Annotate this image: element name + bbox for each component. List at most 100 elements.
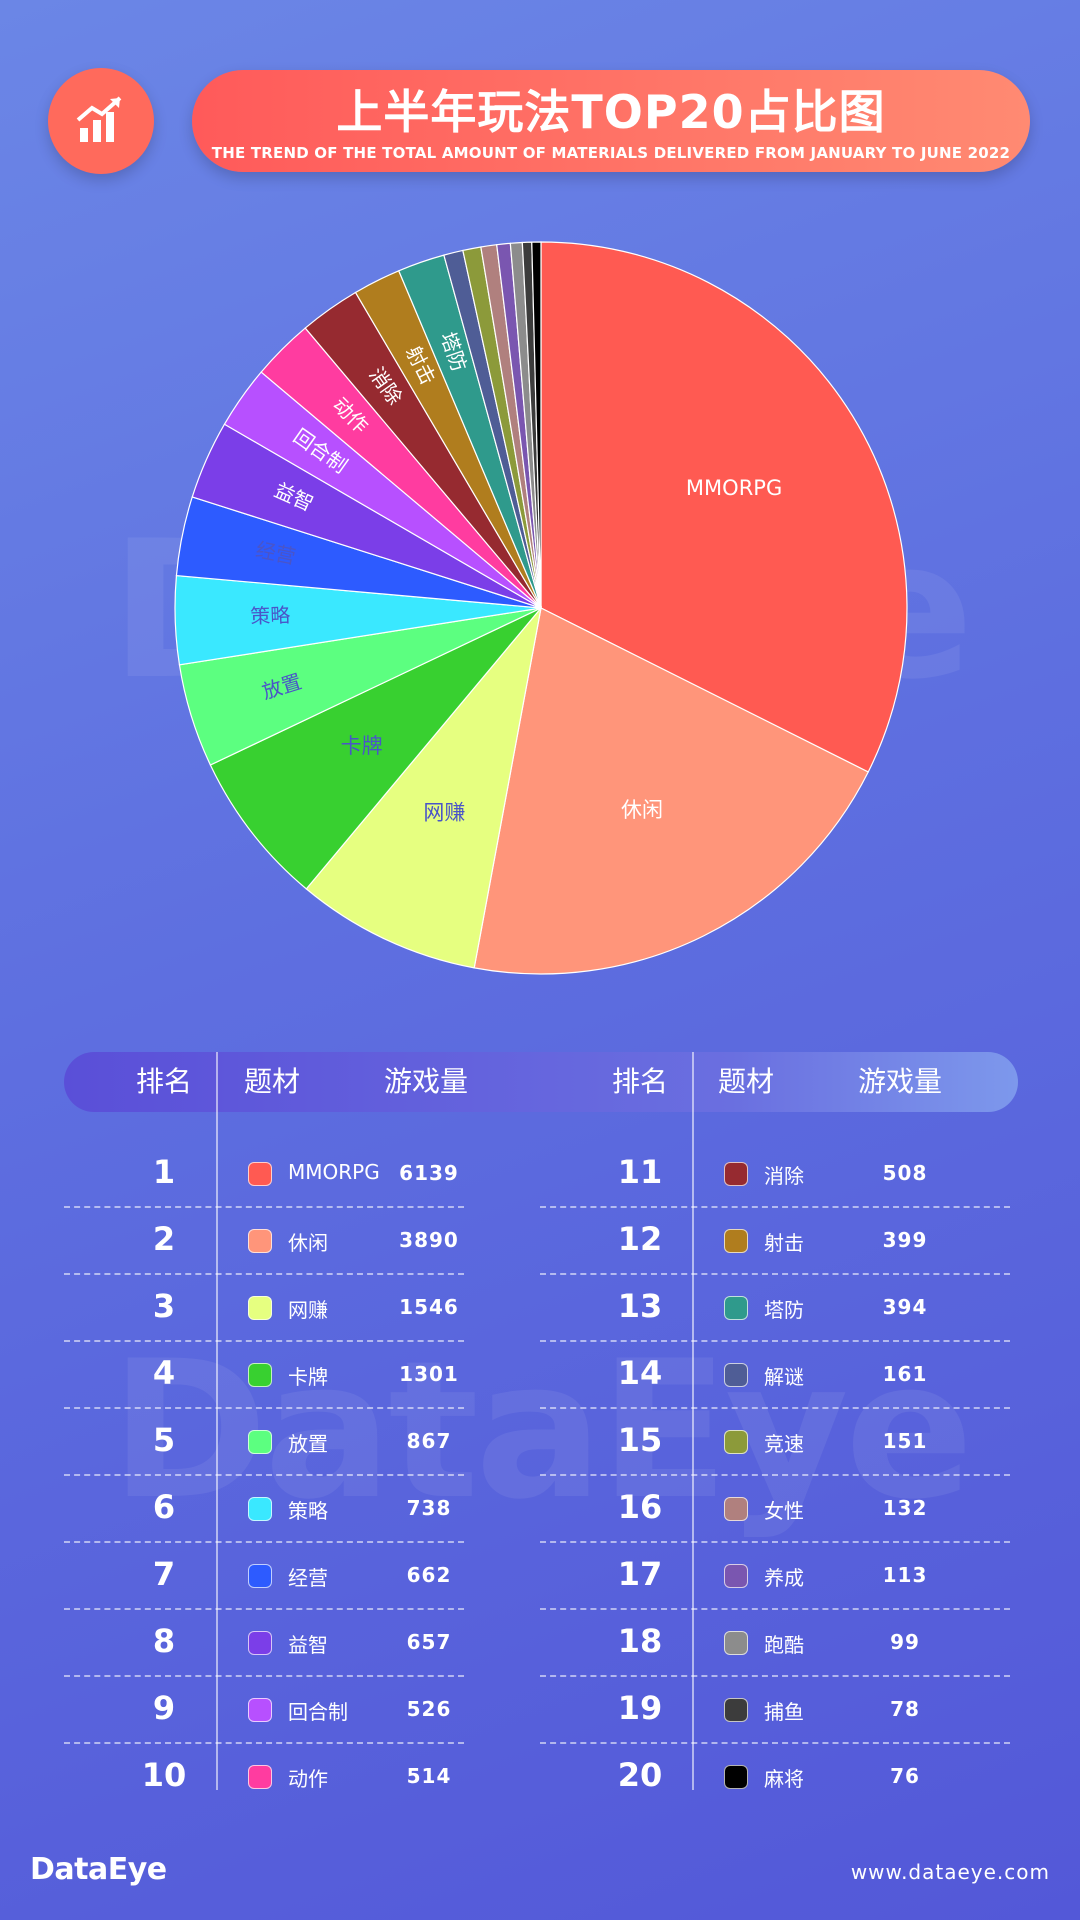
- row-rank: 11: [617, 1153, 663, 1191]
- row-name: 经营: [288, 1566, 328, 1590]
- row-rank: 14: [617, 1354, 663, 1392]
- row-swatch: [248, 1497, 272, 1521]
- row-name: 回合制: [288, 1700, 348, 1724]
- row-swatch: [724, 1631, 748, 1655]
- row-separator-left: [64, 1742, 464, 1744]
- row-rank: 9: [152, 1689, 176, 1727]
- row-rank: 12: [617, 1220, 663, 1258]
- row-swatch: [248, 1698, 272, 1722]
- row-separator-right: [540, 1340, 1010, 1342]
- row-rank: 3: [152, 1287, 176, 1325]
- page-subtitle: THE TREND OF THE TOTAL AMOUNT OF MATERIA…: [211, 144, 1011, 162]
- row-rank: 1: [152, 1153, 176, 1191]
- row-rank: 15: [617, 1421, 663, 1459]
- footer-url: www.dataeye.com: [850, 1860, 1050, 1884]
- th-genre-right: 题材: [718, 1065, 775, 1098]
- row-separator-right: [540, 1273, 1010, 1275]
- row-name: 网赚: [288, 1298, 328, 1322]
- row-rank: 6: [152, 1488, 176, 1526]
- row-swatch: [248, 1162, 272, 1186]
- row-swatch: [724, 1698, 748, 1722]
- row-name: 跑酷: [764, 1633, 804, 1657]
- row-swatch: [248, 1765, 272, 1789]
- table-divider-left: [216, 1052, 218, 1790]
- row-rank: 20: [617, 1756, 663, 1794]
- row-separator-left: [64, 1541, 464, 1543]
- row-separator-left: [64, 1273, 464, 1275]
- title-banner: 上半年玩法TOP20占比图 THE TREND OF THE TOTAL AMO…: [192, 70, 1030, 172]
- footer-logo: DataEye: [30, 1852, 167, 1887]
- row-swatch: [724, 1162, 748, 1186]
- row-name: 卡牌: [288, 1365, 328, 1389]
- row-swatch: [724, 1497, 748, 1521]
- pie-slice-4: [209, 607, 542, 890]
- row-separator-right: [540, 1608, 1010, 1610]
- row-separator-right: [540, 1742, 1010, 1744]
- th-count-left: 游戏量: [384, 1065, 469, 1098]
- th-rank-left: 排名: [136, 1065, 193, 1098]
- row-swatch: [248, 1564, 272, 1588]
- row-value: 1546: [399, 1295, 459, 1319]
- row-value: 1301: [399, 1362, 459, 1386]
- row-value: 526: [406, 1697, 452, 1721]
- row-name: 消除: [764, 1164, 804, 1188]
- row-value: 78: [890, 1697, 920, 1721]
- pie-slice-3: [305, 605, 543, 969]
- row-swatch: [724, 1765, 748, 1789]
- row-name: 放置: [288, 1432, 328, 1456]
- row-rank: 19: [617, 1689, 663, 1727]
- chart-growth-icon: [48, 68, 154, 174]
- row-value: 514: [406, 1764, 452, 1788]
- row-separator-right: [540, 1675, 1010, 1677]
- row-value: 662: [406, 1563, 452, 1587]
- row-separator-left: [64, 1206, 464, 1208]
- row-value: 508: [882, 1161, 928, 1185]
- row-value: 657: [406, 1630, 452, 1654]
- pie-label-6: 策略: [250, 603, 291, 628]
- th-count-right: 游戏量: [858, 1065, 943, 1098]
- row-rank: 2: [152, 1220, 176, 1258]
- row-name: 射击: [764, 1231, 804, 1255]
- pie-slice-20: [531, 241, 542, 609]
- row-rank: 7: [152, 1555, 176, 1593]
- row-value: 76: [890, 1764, 920, 1788]
- row-rank: 10: [141, 1756, 187, 1794]
- row-value: 99: [890, 1630, 920, 1654]
- row-value: 394: [882, 1295, 928, 1319]
- row-name: 动作: [288, 1767, 328, 1791]
- row-rank: 16: [617, 1488, 663, 1526]
- row-name: 休闲: [288, 1231, 328, 1255]
- page-title: 上半年玩法TOP20占比图: [336, 85, 886, 139]
- row-value: 399: [882, 1228, 928, 1252]
- row-value: 867: [406, 1429, 452, 1453]
- row-separator-right: [540, 1474, 1010, 1476]
- pie-label-3: 网赚: [423, 800, 465, 824]
- row-rank: 18: [617, 1622, 663, 1660]
- row-name: 解谜: [764, 1365, 804, 1389]
- row-name: 麻将: [764, 1767, 804, 1791]
- table-divider-right: [692, 1052, 694, 1790]
- row-separator-right: [540, 1541, 1010, 1543]
- row-rank: 5: [152, 1421, 176, 1459]
- th-rank-right: 排名: [612, 1065, 669, 1098]
- th-genre-left: 题材: [244, 1065, 301, 1098]
- pie-slice-2: [473, 607, 870, 975]
- row-name: 捕鱼: [764, 1700, 804, 1724]
- row-name: 女性: [764, 1499, 804, 1523]
- pie-slice-1: [540, 241, 908, 773]
- row-name: 塔防: [764, 1298, 804, 1322]
- row-swatch: [724, 1564, 748, 1588]
- row-separator-left: [64, 1608, 464, 1610]
- row-name: 益智: [288, 1633, 328, 1657]
- row-swatch: [248, 1229, 272, 1253]
- row-swatch: [724, 1363, 748, 1387]
- row-value: 738: [406, 1496, 452, 1520]
- row-value: 161: [882, 1362, 928, 1386]
- row-name: 养成: [764, 1566, 804, 1590]
- row-swatch: [248, 1430, 272, 1454]
- row-name: 竞速: [764, 1432, 804, 1456]
- row-rank: 8: [152, 1622, 176, 1660]
- row-value: 132: [882, 1496, 928, 1520]
- row-value: 6139: [399, 1161, 459, 1185]
